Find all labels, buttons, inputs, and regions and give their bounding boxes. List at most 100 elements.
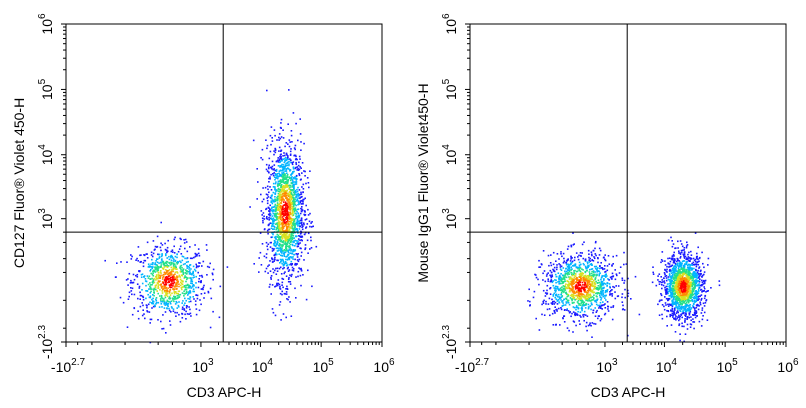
event-dot <box>582 286 584 289</box>
event-dot <box>286 216 288 219</box>
event-dot <box>172 308 175 310</box>
event-dot <box>288 217 290 220</box>
event-dot <box>568 303 571 306</box>
event-dot <box>578 295 581 297</box>
event-dot <box>181 317 184 319</box>
event-dot <box>579 279 581 281</box>
event-dot <box>125 279 128 281</box>
event-dot <box>591 285 594 288</box>
event-dot <box>278 267 281 270</box>
event-dot <box>587 285 589 287</box>
event-dot <box>698 295 700 298</box>
event-dot <box>280 149 283 152</box>
event-dot <box>546 308 549 311</box>
event-dot <box>267 206 270 209</box>
event-dot <box>150 318 153 321</box>
event-dot <box>280 207 282 209</box>
event-dot <box>275 267 277 270</box>
event-dot <box>617 295 620 297</box>
event-dot <box>300 222 303 225</box>
event-dot <box>584 276 587 278</box>
event-dot <box>284 182 287 184</box>
event-dot <box>156 274 158 277</box>
event-dot <box>152 302 155 305</box>
event-dot <box>570 294 572 297</box>
event-dot <box>185 284 188 287</box>
event-dot <box>270 166 273 169</box>
event-dot <box>288 194 290 197</box>
event-dot <box>180 281 182 284</box>
event-dot <box>169 302 172 305</box>
event-dot <box>288 226 291 228</box>
event-dot <box>686 294 688 296</box>
event-dot <box>288 139 291 141</box>
event-dot <box>528 288 530 291</box>
event-dot <box>289 201 292 203</box>
event-dot <box>179 267 182 269</box>
event-dot <box>189 246 191 248</box>
event-dot <box>160 249 162 252</box>
event-dot <box>287 158 289 161</box>
plot-left-dots <box>104 89 318 344</box>
event-dot <box>198 254 201 257</box>
event-dot <box>168 307 170 310</box>
event-dot <box>173 292 176 295</box>
event-dot <box>155 275 158 278</box>
event-dot <box>563 288 566 290</box>
event-dot <box>304 211 306 213</box>
event-dot <box>292 244 294 247</box>
event-dot <box>286 236 288 238</box>
event-dot <box>565 301 568 303</box>
event-dot <box>149 282 151 284</box>
event-dot <box>275 168 278 171</box>
event-dot <box>677 281 679 284</box>
event-dot <box>295 183 298 185</box>
event-dot <box>673 277 676 280</box>
event-dot <box>149 292 152 294</box>
event-dot <box>295 216 298 218</box>
event-dot <box>201 276 204 278</box>
event-dot <box>578 269 580 272</box>
event-dot <box>695 311 697 314</box>
event-dot <box>690 284 692 286</box>
event-dot <box>683 325 685 328</box>
event-dot <box>282 219 284 222</box>
event-dot <box>565 262 567 264</box>
event-dot <box>277 165 280 167</box>
event-dot <box>274 314 277 317</box>
event-dot <box>585 276 588 278</box>
event-dot <box>567 285 569 288</box>
event-dot <box>171 297 174 299</box>
event-dot <box>586 277 589 280</box>
event-dot <box>615 273 618 275</box>
event-dot <box>139 298 141 300</box>
event-dot <box>552 268 554 271</box>
event-dot <box>273 254 275 257</box>
event-dot <box>146 257 149 259</box>
event-dot <box>677 289 679 291</box>
event-dot <box>696 291 699 293</box>
event-dot <box>578 264 581 266</box>
event-dot <box>621 279 624 281</box>
event-dot <box>284 191 286 193</box>
event-dot <box>271 199 274 201</box>
event-dot <box>284 262 287 264</box>
event-dot <box>279 169 282 172</box>
event-dot <box>553 270 556 273</box>
event-dot <box>618 272 621 274</box>
event-dot <box>589 268 591 271</box>
event-dot <box>293 194 296 196</box>
event-dot <box>296 166 299 168</box>
event-dot <box>293 187 295 190</box>
event-dot <box>154 304 156 307</box>
event-dot <box>670 275 673 277</box>
event-dot <box>280 156 282 158</box>
event-dot <box>295 240 298 242</box>
event-dot <box>652 271 654 274</box>
event-dot <box>661 251 664 253</box>
event-dot <box>270 278 272 280</box>
event-dot <box>282 129 284 131</box>
event-dot <box>274 241 276 244</box>
event-dot <box>548 297 551 300</box>
event-dot <box>288 176 291 178</box>
